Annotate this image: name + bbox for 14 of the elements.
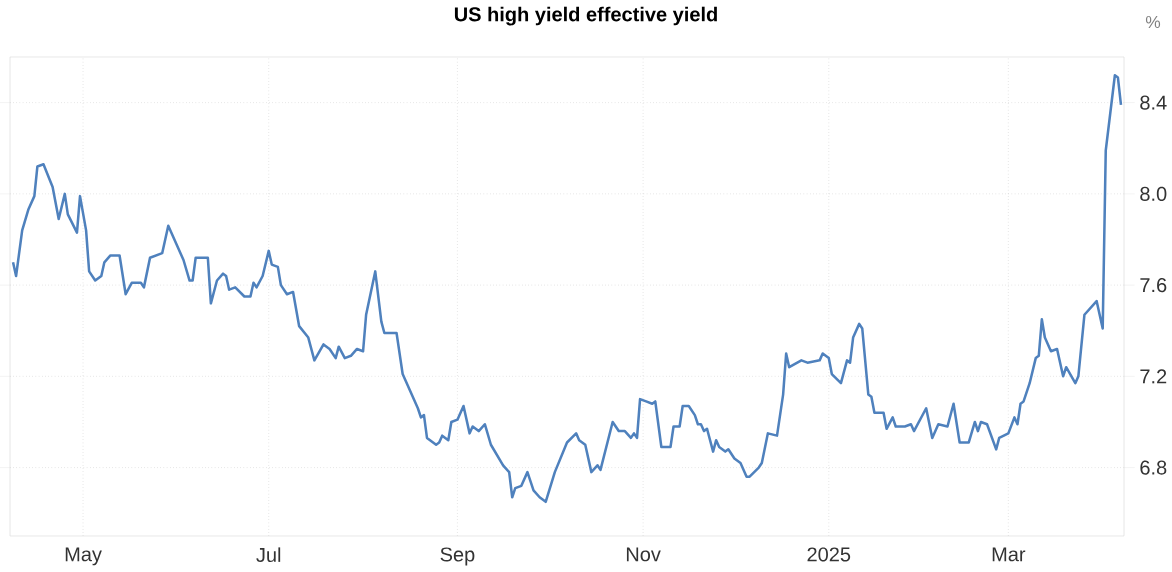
y-tick-label: 7.2 [1140,369,1167,384]
y-tick-label: 6.8 [1140,460,1167,475]
x-tick-label: Nov [626,547,661,562]
y-tick-label: 7.6 [1140,278,1167,293]
y-axis-title: % [1145,15,1161,29]
x-tick-label: May [65,547,102,566]
x-tick-label: Mar [992,547,1026,562]
y-tick-label: 8.4 [1140,95,1167,110]
x-tick-label: 2025 [807,547,851,562]
y-tick-label: 8.0 [1140,186,1167,201]
line-series [11,73,1123,504]
x-tick-label: Sep [440,547,475,566]
chart-title: US high yield effective yield [454,6,717,26]
x-tick-label: Jul [256,547,281,563]
